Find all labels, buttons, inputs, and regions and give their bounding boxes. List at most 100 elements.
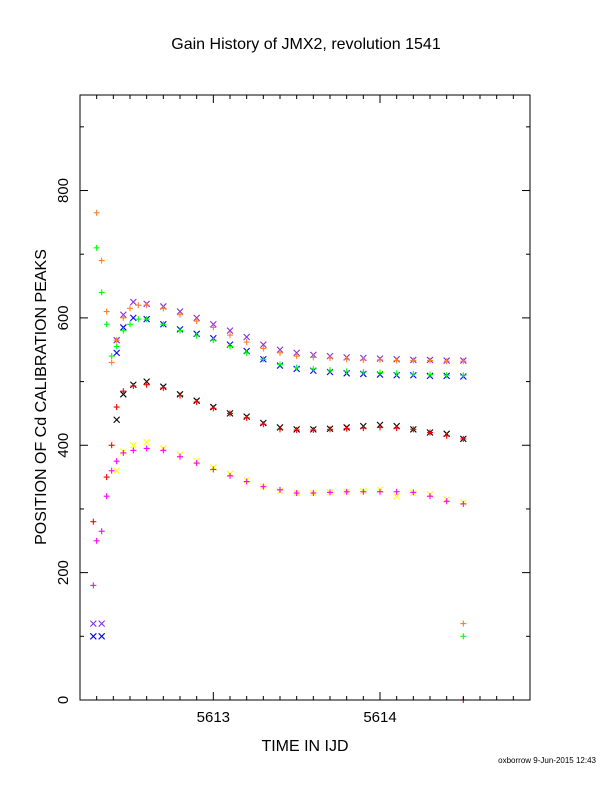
data-point [460,372,467,379]
data-point [129,441,137,449]
data-point [427,357,433,364]
data-point [360,356,367,363]
data-point [108,442,115,449]
data-point [410,426,417,433]
data-point [103,474,110,481]
data-point [210,466,217,473]
series-0 [89,298,467,627]
data-point [310,490,317,497]
data-point [393,488,400,495]
data-point [113,343,120,350]
data-point [119,324,127,331]
data-point [93,537,100,544]
data-point [293,426,300,433]
data-point [113,404,120,411]
data-point [293,490,300,497]
chart-marks [89,209,467,703]
data-point [108,467,115,474]
data-point [277,349,283,356]
data-point [343,425,350,432]
data-point [120,314,127,321]
data-point [120,388,127,395]
series-4 [113,378,467,443]
data-point [209,320,217,328]
data-point [260,356,267,363]
data-point [327,367,333,374]
data-point [135,316,142,323]
data-point [360,488,367,495]
data-point [260,345,267,352]
data-point [310,354,317,361]
data-point [120,449,127,456]
series-7 [93,445,467,544]
data-point [377,356,383,363]
y-tick-label: 800 [55,178,72,203]
data-point [393,357,400,364]
data-point [119,390,127,398]
data-point [427,493,433,500]
data-point [193,460,200,467]
y-tick-label: 600 [55,305,72,330]
data-point [260,483,267,490]
data-point [177,392,183,399]
data-point [113,337,120,344]
data-point [443,372,450,379]
data-point [227,410,233,417]
data-point [210,324,217,331]
data-point [160,384,167,391]
data-point [443,432,450,439]
data-point [143,438,151,446]
data-point [327,355,333,362]
data-point [260,421,267,428]
data-point [427,371,433,378]
data-point [108,359,115,366]
data-point [277,361,283,368]
data-point [460,620,467,627]
data-point [310,365,317,372]
data-point [98,289,105,296]
data-point [98,528,105,535]
data-point [160,305,167,312]
y-tick-label: 400 [55,433,72,458]
series-5 [90,381,467,525]
data-point [276,346,284,354]
data-point [277,486,283,493]
data-point [176,308,184,315]
data-point [98,257,105,264]
data-point [360,369,367,376]
data-point [443,358,450,365]
plot-frame [79,94,531,701]
data-point [143,378,151,385]
data-point [410,370,417,377]
data-point [93,244,100,251]
data-point [293,353,300,360]
data-point [210,337,217,344]
data-point [129,298,137,306]
data-point [143,316,150,323]
y-tick-label: 200 [55,560,72,585]
series-3 [93,244,467,640]
y-axis-label: POSITION OF Cd CALIBRATION PEAKS [33,249,50,545]
data-point [103,321,110,328]
data-point [108,353,115,360]
series-6 [113,438,467,506]
data-point [193,332,200,339]
data-point [377,424,383,431]
data-point [227,332,233,339]
data-point [277,426,283,433]
data-point [460,358,467,365]
data-point [460,500,467,507]
data-point [377,369,383,376]
data-point [259,341,267,349]
y-tick-label: 0 [55,696,72,704]
data-point [243,478,250,485]
data-point [460,435,467,442]
data-point [243,333,251,341]
x-tick-label: 5613 [197,709,230,726]
data-point [160,321,167,328]
data-point [210,405,217,412]
data-point [327,426,333,433]
data-point [113,467,121,475]
data-point [243,339,250,346]
data-point [427,429,433,436]
